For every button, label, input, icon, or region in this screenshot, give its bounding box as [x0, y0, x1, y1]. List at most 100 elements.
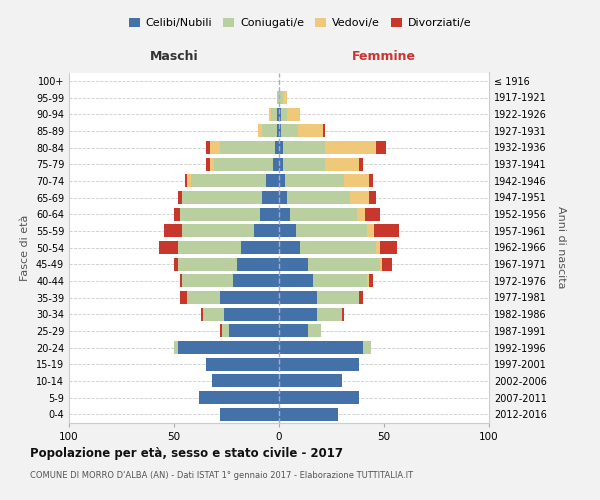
Bar: [279, 174, 286, 188]
Bar: [290, 208, 356, 220]
Text: Femmine: Femmine: [352, 50, 416, 62]
Bar: [277, 108, 279, 120]
Bar: [279, 108, 281, 120]
Bar: [271, 108, 277, 120]
Bar: [266, 174, 279, 188]
Bar: [262, 191, 279, 204]
Bar: [182, 191, 262, 204]
Bar: [212, 374, 279, 388]
Bar: [279, 91, 283, 104]
Bar: [287, 191, 350, 204]
Bar: [279, 358, 359, 370]
Bar: [367, 274, 370, 287]
Bar: [160, 241, 178, 254]
Bar: [178, 191, 182, 204]
Bar: [356, 208, 365, 220]
Bar: [237, 258, 279, 270]
Bar: [363, 341, 371, 354]
Bar: [283, 91, 287, 104]
Bar: [182, 224, 254, 237]
Bar: [199, 391, 279, 404]
Bar: [287, 108, 300, 120]
Bar: [325, 141, 376, 154]
Text: COMUNE DI MORRO D'ALBA (AN) - Dati ISTAT 1° gennaio 2017 - Elaborazione TUTTITAL: COMUNE DI MORRO D'ALBA (AN) - Dati ISTAT…: [30, 471, 413, 480]
Bar: [298, 124, 323, 138]
Bar: [202, 308, 203, 320]
Bar: [376, 141, 386, 154]
Bar: [174, 341, 178, 354]
Bar: [323, 124, 325, 138]
Bar: [317, 291, 359, 304]
Bar: [369, 191, 376, 204]
Bar: [369, 174, 373, 188]
Bar: [181, 274, 182, 287]
Bar: [224, 308, 279, 320]
Bar: [272, 158, 279, 170]
Bar: [220, 408, 279, 420]
Bar: [342, 308, 344, 320]
Bar: [258, 124, 262, 138]
Bar: [367, 224, 373, 237]
Bar: [205, 358, 279, 370]
Bar: [279, 308, 317, 320]
Bar: [325, 158, 359, 170]
Bar: [308, 258, 380, 270]
Bar: [380, 258, 382, 270]
Legend: Celibi/Nubili, Coniugati/e, Vedovi/e, Divorziati/e: Celibi/Nubili, Coniugati/e, Vedovi/e, Di…: [124, 13, 476, 32]
Bar: [279, 158, 283, 170]
Bar: [279, 191, 287, 204]
Bar: [281, 124, 298, 138]
Bar: [275, 141, 279, 154]
Bar: [279, 391, 359, 404]
Text: Maschi: Maschi: [149, 50, 199, 62]
Bar: [220, 291, 279, 304]
Bar: [178, 258, 237, 270]
Y-axis label: Anni di nascita: Anni di nascita: [556, 206, 566, 288]
Bar: [174, 258, 178, 270]
Bar: [373, 224, 398, 237]
Bar: [191, 174, 266, 188]
Bar: [223, 324, 229, 338]
Bar: [350, 191, 369, 204]
Bar: [214, 158, 272, 170]
Bar: [279, 241, 300, 254]
Bar: [369, 274, 373, 287]
Bar: [317, 308, 342, 320]
Bar: [178, 241, 241, 254]
Bar: [382, 258, 392, 270]
Bar: [308, 324, 321, 338]
Bar: [185, 174, 187, 188]
Bar: [300, 241, 376, 254]
Bar: [181, 208, 260, 220]
Bar: [277, 91, 279, 104]
Bar: [203, 308, 224, 320]
Bar: [313, 274, 367, 287]
Bar: [174, 208, 181, 220]
Bar: [283, 141, 325, 154]
Bar: [283, 158, 325, 170]
Bar: [286, 174, 344, 188]
Bar: [241, 241, 279, 254]
Bar: [277, 124, 279, 138]
Bar: [187, 174, 191, 188]
Bar: [178, 341, 279, 354]
Bar: [380, 241, 397, 254]
Bar: [164, 224, 182, 237]
Bar: [279, 208, 290, 220]
Bar: [359, 291, 363, 304]
Bar: [279, 224, 296, 237]
Bar: [182, 274, 233, 287]
Bar: [281, 108, 287, 120]
Bar: [279, 291, 317, 304]
Bar: [260, 208, 279, 220]
Bar: [279, 141, 283, 154]
Bar: [279, 408, 338, 420]
Bar: [279, 374, 342, 388]
Bar: [206, 141, 210, 154]
Bar: [210, 158, 214, 170]
Bar: [359, 158, 363, 170]
Bar: [279, 341, 363, 354]
Bar: [181, 291, 187, 304]
Bar: [376, 241, 380, 254]
Bar: [210, 141, 220, 154]
